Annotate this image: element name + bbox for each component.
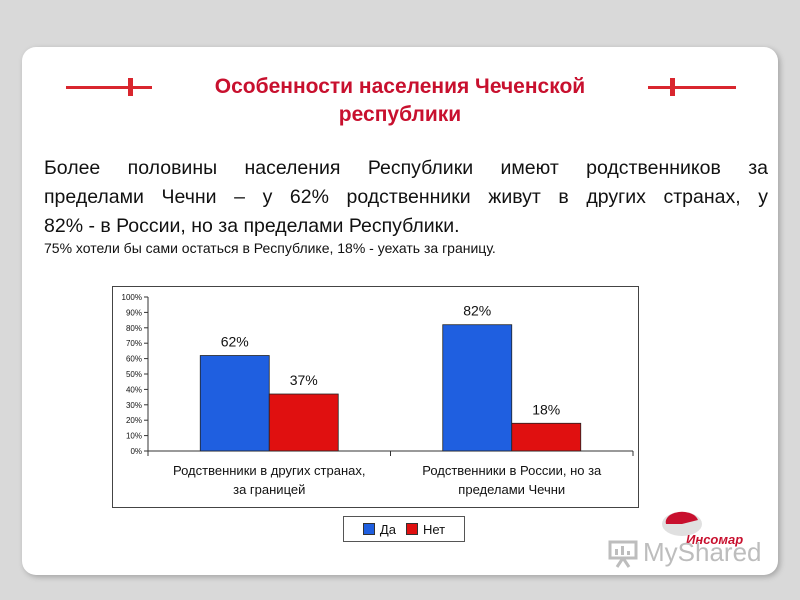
paragraph-line: 82% - в России, но за пределами Республи… (44, 215, 460, 237)
legend-swatch-yes (362, 523, 375, 535)
y-tick-label: 90% (126, 308, 142, 317)
bar (199, 355, 270, 452)
legend-label-yes: Да (379, 521, 396, 537)
y-tick-label: 10% (126, 432, 142, 441)
y-tick-label: 30% (126, 401, 142, 410)
legend-label-no: Нет (422, 521, 446, 537)
title-decoration-left-mark (128, 78, 133, 96)
title-decoration-right-line (648, 86, 736, 89)
y-tick-label: 0% (130, 447, 142, 456)
sub-paragraph: 75% хотели бы сами остаться в Республике… (44, 240, 496, 256)
y-tick-label: 20% (126, 416, 142, 425)
y-tick-label: 70% (126, 339, 142, 348)
main-paragraph: Более половины населения Республики имею… (44, 154, 768, 241)
category-label: Родственники в России, но за (422, 463, 602, 478)
data-label: 82% (463, 303, 491, 319)
paragraph-line: пределами Чечни – у 62% родственники жив… (44, 186, 768, 208)
page-title: Особенности населения Чеченской республи… (140, 73, 660, 129)
paragraph-line: Более половины населения Республики имею… (44, 157, 768, 179)
legend-item-no: Нет (405, 521, 446, 537)
bar (442, 324, 513, 452)
y-tick-label: 100% (122, 293, 142, 302)
category-label: пределами Чечни (458, 482, 565, 497)
y-tick-label: 80% (126, 324, 142, 333)
logo-text: Инсомар (686, 532, 744, 547)
chart-legend: Да Нет (343, 516, 465, 542)
category-label: Родственники в других странах, (173, 463, 366, 478)
data-label: 37% (290, 372, 318, 388)
title-line-2: республики (338, 103, 462, 126)
y-tick-label: 50% (126, 370, 142, 379)
legend-item-yes: Да (362, 521, 396, 537)
title-line-1: Особенности населения Чеченской (214, 75, 586, 98)
y-tick-label: 40% (126, 385, 142, 394)
title-decoration-right-mark (670, 78, 675, 96)
bar-chart: 0% 10% 20% 30% 40% 50% 60% 70% 80% 90% 100% 62% 37% Р… (122, 293, 634, 497)
bar (511, 422, 582, 452)
y-tick-label: 60% (126, 355, 142, 364)
title-decoration-left-line (66, 86, 152, 89)
chart-frame: 0% 10% 20% 30% 40% 50% 60% 70% 80% 90% 100% 62% 37% Р… (112, 286, 639, 508)
insomar-logo-icon (662, 511, 702, 536)
bar (268, 393, 339, 452)
category-label: за границей (233, 482, 305, 497)
data-label: 62% (221, 334, 249, 350)
watermark-text: MyShared (643, 537, 762, 567)
legend-swatch-no (405, 523, 418, 535)
data-label: 18% (532, 401, 560, 417)
presentation-icon (608, 540, 638, 568)
